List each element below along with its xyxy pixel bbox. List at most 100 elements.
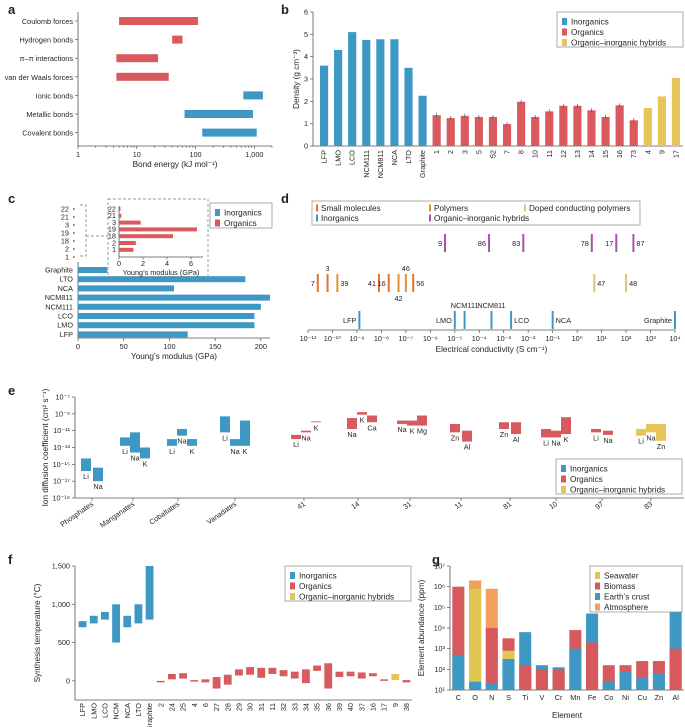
y-tick-label: 5 <box>304 30 308 39</box>
legend-label: Organic–inorganic hybrids <box>434 214 529 223</box>
legend-swatch <box>316 214 318 222</box>
legend-swatch <box>595 603 600 611</box>
point-label: 86 <box>478 239 486 248</box>
ion-label: Na <box>130 454 140 463</box>
x-tick-label: Fe <box>588 693 597 702</box>
x-tick-label: 30 <box>246 703 255 711</box>
x-tick-label: 0 <box>76 342 80 351</box>
x-tick-label: 10⁻⁹ <box>349 334 364 343</box>
temperature-bar <box>246 667 254 675</box>
y-tick-label: 1 <box>304 119 308 128</box>
modulus-bar <box>78 322 255 329</box>
x-tick-label: 10⁰ <box>572 334 583 343</box>
y-tick-label: 10⁻⁹ <box>55 409 70 418</box>
temperature-bar <box>257 667 266 678</box>
bond-bar <box>243 91 263 100</box>
diffusion-bar <box>357 412 367 415</box>
y-tick-label: 1,500 <box>52 562 70 571</box>
legend-swatch <box>595 572 600 579</box>
x-tick-label: LTO <box>134 703 143 717</box>
diffusion-bar <box>230 439 240 446</box>
ion-label: Na <box>230 447 240 456</box>
x-tick-label: 14 <box>587 150 596 158</box>
density-bar <box>573 105 582 146</box>
x-tick-label: 11 <box>545 150 554 158</box>
temperature-bar <box>123 615 132 628</box>
temperature-bar <box>179 673 187 679</box>
x-category-label: Cobaltates <box>147 499 181 527</box>
x-tick-label: 200 <box>255 342 267 351</box>
ion-label: Na <box>397 425 407 434</box>
legend-label: Organic–inorganic hybrids <box>571 39 666 48</box>
legend-box <box>555 458 683 495</box>
density-bar <box>474 116 483 146</box>
inset-category-label: 2 <box>112 238 116 247</box>
diffusion-bar <box>93 467 103 482</box>
legend-label: Organic–inorganic hybrids <box>570 486 665 495</box>
x-tick-label: 10³ <box>645 334 656 343</box>
density-bar <box>362 39 371 146</box>
legend-swatch <box>595 582 600 590</box>
legend-swatch <box>429 204 431 212</box>
x-tick-label: 25 <box>179 703 188 711</box>
outer-mark <box>73 240 75 242</box>
point-label: LFP <box>343 316 357 325</box>
ion-label: Li <box>293 440 299 449</box>
bond-bar <box>116 54 159 63</box>
abundance-bar <box>619 671 632 690</box>
point-label: LCO <box>514 316 529 325</box>
legend-d: Small molecules Polymers Doped conducting … <box>311 200 641 226</box>
x-tick-label: 10⁻² <box>521 334 536 343</box>
temperature-bar <box>279 670 288 677</box>
density-bar <box>629 120 638 146</box>
panel-label-d: d <box>281 191 289 206</box>
temperature-bar <box>89 615 98 624</box>
legend-label: Small molecules <box>321 204 381 213</box>
x-tick-label: 10⁻⁷ <box>399 334 414 343</box>
legend-label: Inorganics <box>570 465 608 474</box>
x-tick-label: S <box>506 693 511 702</box>
legend-box <box>311 200 641 226</box>
legend-swatch <box>561 475 566 483</box>
x-category-label: 81 <box>501 499 513 511</box>
ion-label: K <box>314 423 319 432</box>
legend-swatch <box>562 18 567 25</box>
outer-label: 22 <box>61 205 69 214</box>
inset-x-tick-label: 6 <box>189 259 193 268</box>
diffusion-bar <box>130 432 140 453</box>
outer-mark <box>73 208 75 210</box>
temperature-bar <box>168 673 176 680</box>
y-axis-label: Ion diffusion coefficient (cm² s⁻¹) <box>41 388 50 506</box>
legend-swatch <box>290 582 295 590</box>
y-tick-label: 10⁷ <box>434 562 445 571</box>
x-tick-label: Co <box>604 693 613 702</box>
ion-label: Na <box>551 438 561 447</box>
diffusion-bar <box>220 416 230 433</box>
x-category-label: 97 <box>593 499 605 511</box>
density-bar <box>418 95 427 146</box>
x-tick-label: 50 <box>120 342 128 351</box>
bracket <box>80 204 87 257</box>
x-tick-label: NCM111 <box>362 150 371 178</box>
legend-label: Inorganics <box>224 209 262 218</box>
diffusion-bar <box>462 430 472 442</box>
abundance-bar <box>469 681 482 690</box>
x-axis-label: Young’s modulus (GPa) <box>131 352 217 361</box>
x-axis-label: Electrical conductivity (S cm⁻¹) <box>436 345 548 354</box>
x-tick-label: 8 <box>517 150 526 154</box>
legend-label: Earth’s crust <box>604 593 650 602</box>
x-tick-label: 10 <box>133 150 141 159</box>
abundance-bar <box>669 648 682 690</box>
point-label: 48 <box>629 279 637 288</box>
diffusion-bar <box>81 458 91 472</box>
x-axis-label: Element <box>552 711 583 720</box>
point-label: 42 <box>394 294 402 303</box>
y-tick-label: 10⁻¹¹ <box>53 426 70 435</box>
density-bar <box>587 110 596 146</box>
x-tick-label: LCO <box>348 150 357 165</box>
legend-label: Organics <box>299 582 332 591</box>
modulus-bar <box>78 331 188 338</box>
category-label: Covalent bonds <box>22 129 73 138</box>
x-tick-label: 10⁻¹⁰ <box>324 334 341 343</box>
